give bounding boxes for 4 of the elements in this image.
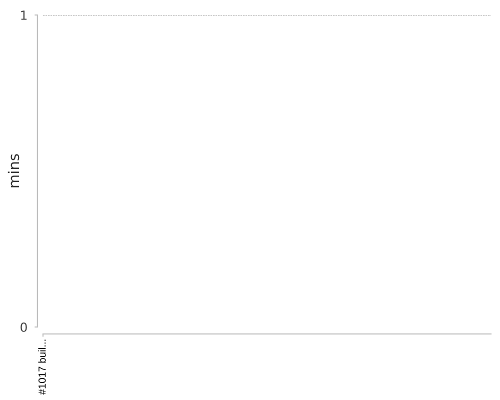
y-axis-title: mins (8, 154, 20, 188)
y-tick-label: 0 (20, 322, 27, 332)
y-tick-label: 1 (21, 10, 27, 20)
x-tick-label: #1017 buil... (38, 340, 46, 395)
